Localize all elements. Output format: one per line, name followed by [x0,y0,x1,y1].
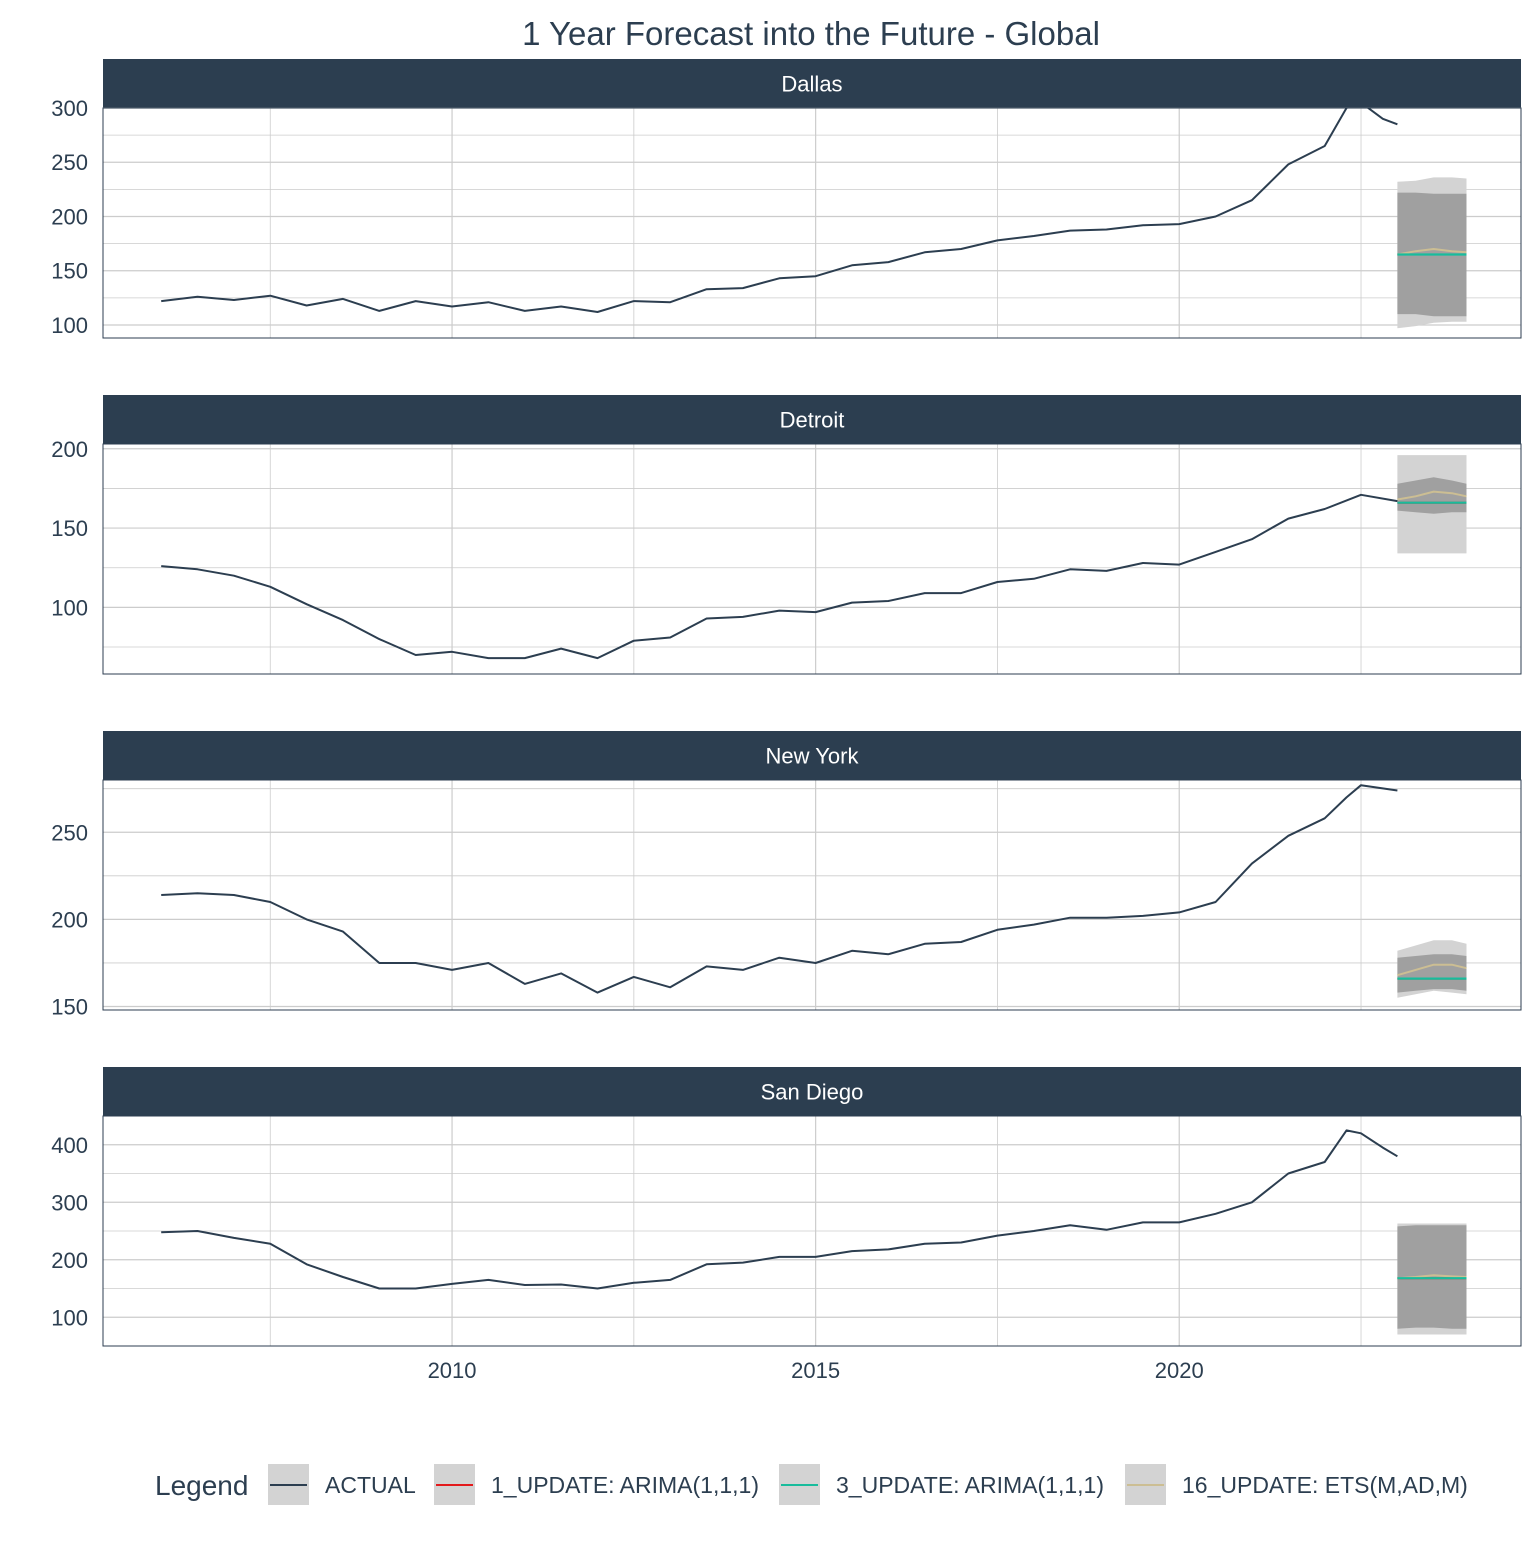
facet-panels: Dallas100150200250300Detroit100150200New… [51,59,1522,1347]
y-tick-label: 300 [51,96,88,121]
panel-dallas: Dallas 100 150 200 250 300 [51,59,1522,339]
x-tick-label: 2010 [428,1358,477,1383]
legend-entry: 1_UPDATE: ARIMA(1,1,1) [434,1464,759,1505]
forecast-line-ets [1397,963,1467,977]
panel-border [102,1115,1522,1347]
panel-border [102,107,1522,339]
facet-strip [103,395,1521,444]
panel-san-diego: San Diego 100 200 300 400 [51,1067,1522,1347]
legend-entry: 16_UPDATE: ETS(M,AD,M) [1125,1464,1468,1505]
facet-strip-label: New York [766,744,860,769]
actual-line [161,1129,1398,1290]
x-tick-label: 2015 [791,1358,840,1383]
facet-strip-label: San Diego [761,1080,864,1105]
legend-label: ACTUAL [325,1472,416,1498]
legend-label: 3_UPDATE: ARIMA(1,1,1) [836,1472,1104,1498]
forecast-line-ets [1397,490,1467,501]
y-tick-label: 100 [51,313,88,338]
legend-entry: 3_UPDATE: ARIMA(1,1,1) [779,1464,1104,1505]
panel-new-york: New York 150 200 250 [51,731,1522,1020]
facet-strip [103,59,1521,108]
y-tick-label: 400 [51,1133,88,1158]
y-tick-label: 200 [51,1248,88,1273]
forecast-line-ets [1397,248,1467,256]
x-tick-label: 2020 [1155,1358,1204,1383]
y-tick-label: 100 [51,1305,88,1330]
legend-label: 16_UPDATE: ETS(M,AD,M) [1182,1472,1468,1498]
facet-strip [103,731,1521,780]
legend-title: Legend [155,1470,248,1501]
legend-label: 1_UPDATE: ARIMA(1,1,1) [491,1472,759,1498]
actual-line [161,784,1398,994]
y-tick-label: 200 [51,437,88,462]
legend: Legend ACTUAL 1_UPDATE: ARIMA(1,1,1) 3_UPDA… [155,1464,1468,1505]
plot-area [161,108,1467,329]
legend-entry: ACTUAL [268,1464,416,1505]
plot-area [161,455,1467,660]
facet-strip [103,1067,1521,1116]
plot-area [161,784,1467,998]
forecast-ci-inner [1397,477,1467,514]
forecast-ci-inner [1397,1225,1467,1329]
actual-line [161,108,1398,313]
facet-strip-label: Dallas [781,72,842,97]
y-tick-label: 150 [51,516,88,541]
facet-strip-label: Detroit [780,408,845,433]
y-tick-label: 200 [51,204,88,229]
y-tick-label: 150 [51,995,88,1020]
panel-border [102,779,1522,1011]
panel-detroit: Detroit 100 150 200 [51,395,1522,675]
panel-border [102,443,1522,675]
y-tick-label: 250 [51,150,88,175]
y-tick-label: 100 [51,595,88,620]
actual-line [161,493,1398,660]
plot-area [161,1129,1467,1335]
chart-title: 1 Year Forecast into the Future - Global [522,15,1100,52]
y-tick-label: 150 [51,259,88,284]
y-tick-label: 300 [51,1190,88,1215]
y-tick-label: 200 [51,907,88,932]
forecast-ci-inner [1397,954,1467,993]
x-axis: 2010 2015 2020 [428,1358,1204,1383]
y-tick-label: 250 [51,820,88,845]
